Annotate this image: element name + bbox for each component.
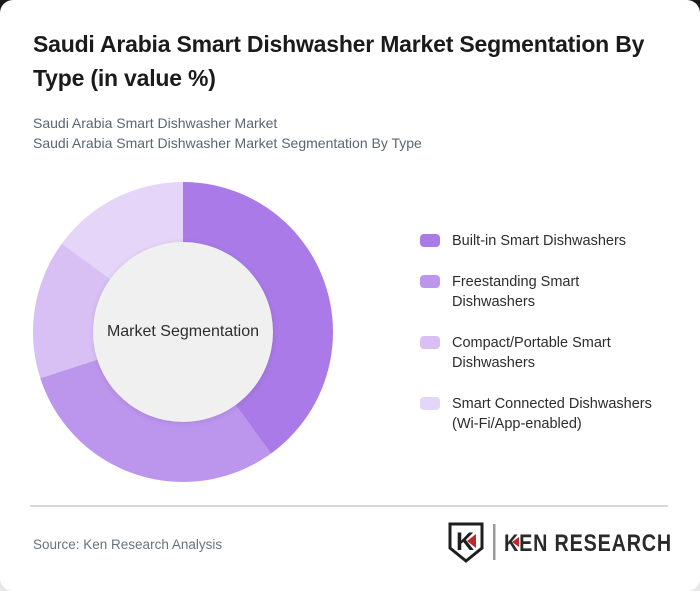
red-triangle-small-icon bbox=[512, 537, 519, 547]
ken-research-logo: K KEN RESEARCH bbox=[448, 522, 672, 563]
logo-wordmark: KEN RESEARCH bbox=[504, 530, 672, 557]
shield-k-icon: K bbox=[448, 522, 484, 563]
donut-center-label: Market Segmentation bbox=[106, 323, 260, 340]
legend-swatch-icon bbox=[420, 397, 440, 410]
legend-swatch-icon bbox=[420, 336, 440, 349]
legend-label: Built-in Smart Dishwashers bbox=[452, 233, 627, 249]
footer-divider bbox=[30, 505, 668, 507]
subtitle-block: Saudi Arabia Smart Dishwasher Market Sau… bbox=[33, 114, 422, 153]
page-title: Saudi Arabia Smart Dishwasher Market Seg… bbox=[33, 31, 645, 91]
legend-swatch-icon bbox=[420, 275, 440, 288]
logo-divider bbox=[493, 524, 496, 560]
legend-label: Freestanding Smart Dishwashers bbox=[452, 274, 580, 310]
svg-text:K: K bbox=[456, 528, 474, 556]
legend: Built-in Smart Dishwashers Freestanding S… bbox=[420, 231, 670, 455]
subtitle-line-2: Saudi Arabia Smart Dishwasher Market Seg… bbox=[33, 134, 422, 151]
subtitle-line-1: Saudi Arabia Smart Dishwasher Market bbox=[33, 115, 278, 131]
legend-item: Smart Connected Dishwashers (Wi-Fi/App-e… bbox=[420, 394, 670, 434]
legend-label: Compact/Portable Smart Dishwashers bbox=[452, 335, 611, 371]
legend-label: Smart Connected Dishwashers (Wi-Fi/App-e… bbox=[452, 396, 652, 432]
legend-item: Compact/Portable Smart Dishwashers bbox=[420, 333, 670, 373]
source-note: Source: Ken Research Analysis bbox=[33, 537, 223, 552]
legend-item: Freestanding Smart Dishwashers bbox=[420, 272, 670, 312]
legend-swatch-icon bbox=[420, 234, 440, 247]
red-triangle-icon bbox=[467, 534, 476, 548]
legend-item: Built-in Smart Dishwashers bbox=[420, 231, 670, 251]
donut-chart-area: Market Segmentation bbox=[33, 182, 333, 482]
donut-hole: Market Segmentation bbox=[93, 242, 273, 422]
